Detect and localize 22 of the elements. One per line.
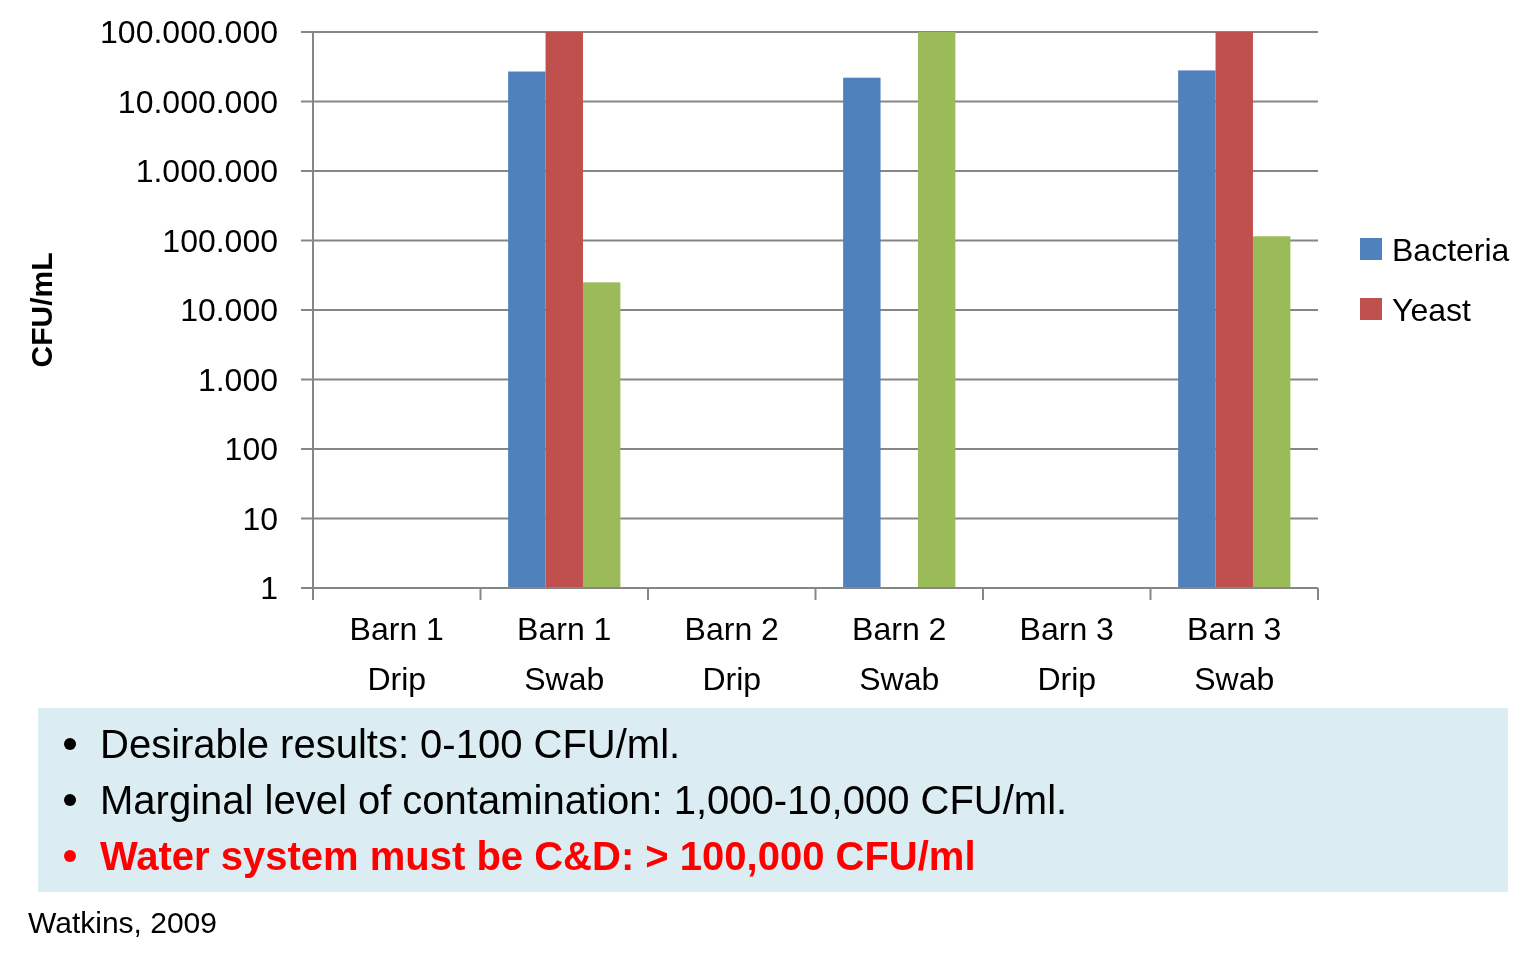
y-tick-label: 10.000	[180, 292, 278, 329]
y-tick-label: 100.000	[162, 222, 278, 259]
y-tick-label: 1.000	[197, 361, 278, 398]
legend-label: Yeast	[1392, 292, 1471, 329]
x-tick-label: Barn 1 Drip	[349, 611, 444, 697]
x-tick-label: Barn 3 Drip	[1019, 611, 1114, 697]
text: Desirable results: 0-100 CFU/ml.	[100, 722, 681, 766]
x-tick-label: Barn 1 Swab	[517, 611, 612, 697]
y-tick-label: 1.000.000	[135, 153, 278, 190]
y-tick-label: 100	[224, 431, 278, 468]
y-axis-title: CFU/mL	[25, 252, 58, 368]
y-tick-label: 10	[242, 500, 278, 537]
legend-label: Bacteria	[1392, 232, 1510, 269]
x-tick-label: Barn 3 Swab	[1187, 611, 1282, 697]
y-tick-label: 10.000.000	[117, 83, 278, 120]
text: Water system must be C&D: > 100,000 CFU/ml	[100, 834, 976, 878]
y-tick-label: 1	[260, 570, 278, 607]
x-tick-label: Barn 2 Swab	[852, 611, 947, 697]
y-tick-label: 100.000.000	[100, 14, 278, 51]
x-tick-label: Barn 2 Drip	[684, 611, 779, 697]
text: Marginal level of contamination: 1,000-10,000 CFU/ml.	[100, 778, 1068, 822]
text: Watkins, 2009	[28, 906, 217, 939]
